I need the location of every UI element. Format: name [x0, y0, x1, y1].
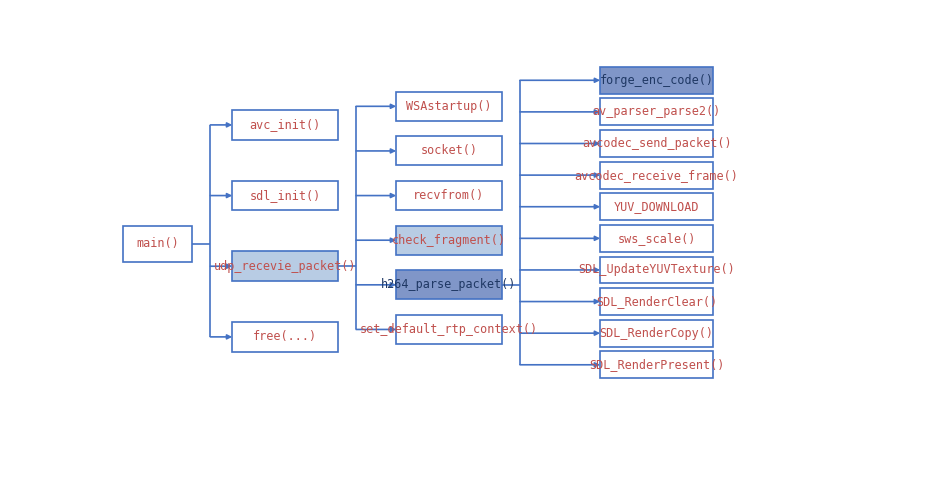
Text: SDL_RenderClear(): SDL_RenderClear() — [596, 295, 717, 308]
FancyBboxPatch shape — [600, 99, 713, 125]
Text: avcodec_send_packet(): avcodec_send_packet() — [582, 137, 731, 150]
Text: av_parser_parse2(): av_parser_parse2() — [592, 105, 721, 118]
Text: SDL_UpdateYUVTexture(): SDL_UpdateYUVTexture() — [578, 263, 735, 276]
Text: SDL_RenderPresent(): SDL_RenderPresent() — [588, 358, 725, 371]
Text: avc_init(): avc_init() — [249, 118, 321, 131]
Text: check_fragment(): check_fragment() — [392, 234, 506, 247]
FancyBboxPatch shape — [600, 193, 713, 220]
FancyBboxPatch shape — [600, 225, 713, 252]
FancyBboxPatch shape — [600, 320, 713, 347]
Text: SDL_RenderCopy(): SDL_RenderCopy() — [600, 327, 713, 340]
FancyBboxPatch shape — [600, 162, 713, 188]
FancyBboxPatch shape — [396, 181, 502, 210]
FancyBboxPatch shape — [600, 288, 713, 315]
FancyBboxPatch shape — [396, 315, 502, 344]
FancyBboxPatch shape — [396, 136, 502, 166]
FancyBboxPatch shape — [600, 130, 713, 157]
FancyBboxPatch shape — [232, 110, 337, 140]
Text: recvfrom(): recvfrom() — [414, 189, 485, 202]
FancyBboxPatch shape — [123, 226, 192, 262]
Text: socket(): socket() — [420, 144, 478, 157]
FancyBboxPatch shape — [232, 181, 337, 211]
Text: sdl_init(): sdl_init() — [249, 189, 321, 202]
FancyBboxPatch shape — [396, 226, 502, 255]
Text: YUV_DOWNLOAD: YUV_DOWNLOAD — [614, 200, 699, 213]
FancyBboxPatch shape — [396, 270, 502, 299]
FancyBboxPatch shape — [232, 251, 337, 281]
Text: h264_parse_packet(): h264_parse_packet() — [382, 278, 517, 291]
Text: set_default_rtp_context(): set_default_rtp_context() — [360, 323, 538, 336]
FancyBboxPatch shape — [396, 92, 502, 121]
Text: main(): main() — [136, 238, 179, 250]
Text: udp_recevie_packet(): udp_recevie_packet() — [213, 260, 356, 273]
FancyBboxPatch shape — [600, 256, 713, 284]
Text: avcodec_receive_frame(): avcodec_receive_frame() — [574, 169, 739, 182]
FancyBboxPatch shape — [600, 67, 713, 94]
Text: sws_scale(): sws_scale() — [618, 232, 696, 245]
Text: forge_enc_code(): forge_enc_code() — [600, 74, 713, 87]
Text: WSAstartup(): WSAstartup() — [406, 100, 492, 113]
Text: free(...): free(...) — [253, 330, 317, 343]
FancyBboxPatch shape — [600, 352, 713, 378]
FancyBboxPatch shape — [232, 322, 337, 352]
